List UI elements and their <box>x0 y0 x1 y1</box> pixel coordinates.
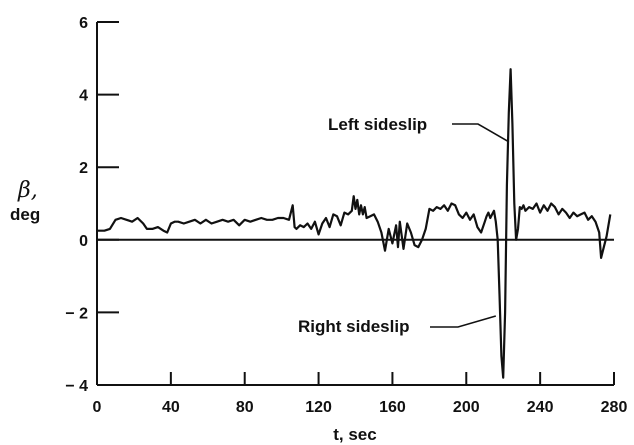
x-tick-label: 200 <box>453 399 480 416</box>
x-tick-label: 40 <box>162 399 180 416</box>
x-tick-label: 280 <box>601 399 628 416</box>
y-tick-label: 2 <box>79 160 88 177</box>
axes <box>96 22 614 386</box>
x-tick-label: 120 <box>305 399 332 416</box>
y-tick-label: 4 <box>79 88 88 105</box>
x-axis-title: t, sec <box>333 425 376 444</box>
beta-series-line <box>97 68 612 379</box>
annotation-leader-left <box>452 123 510 143</box>
annotation-right-sideslip: Right sideslip <box>298 317 409 336</box>
x-tick-label: 160 <box>379 399 406 416</box>
annotation-leader-right <box>430 315 497 328</box>
x-tick-label: 80 <box>236 399 254 416</box>
y-tick-label: 0 <box>79 233 88 250</box>
y-axis-unit: deg <box>10 205 40 224</box>
y-tick-label: − 2 <box>65 305 88 322</box>
y-tick-label: 6 <box>79 15 88 32</box>
x-tick-label: 0 <box>93 399 102 416</box>
y-tick-label: − 4 <box>65 378 88 395</box>
y-ticks: 6 4 2 0 − 2 − 4 <box>65 15 119 395</box>
annotations: Left sideslip Right sideslip <box>298 115 510 336</box>
y-axis-symbol: β, <box>17 178 38 203</box>
x-ticks: 0 40 80 120 160 200 240 280 <box>93 372 628 416</box>
annotation-left-sideslip: Left sideslip <box>328 115 427 134</box>
x-tick-label: 240 <box>527 399 554 416</box>
